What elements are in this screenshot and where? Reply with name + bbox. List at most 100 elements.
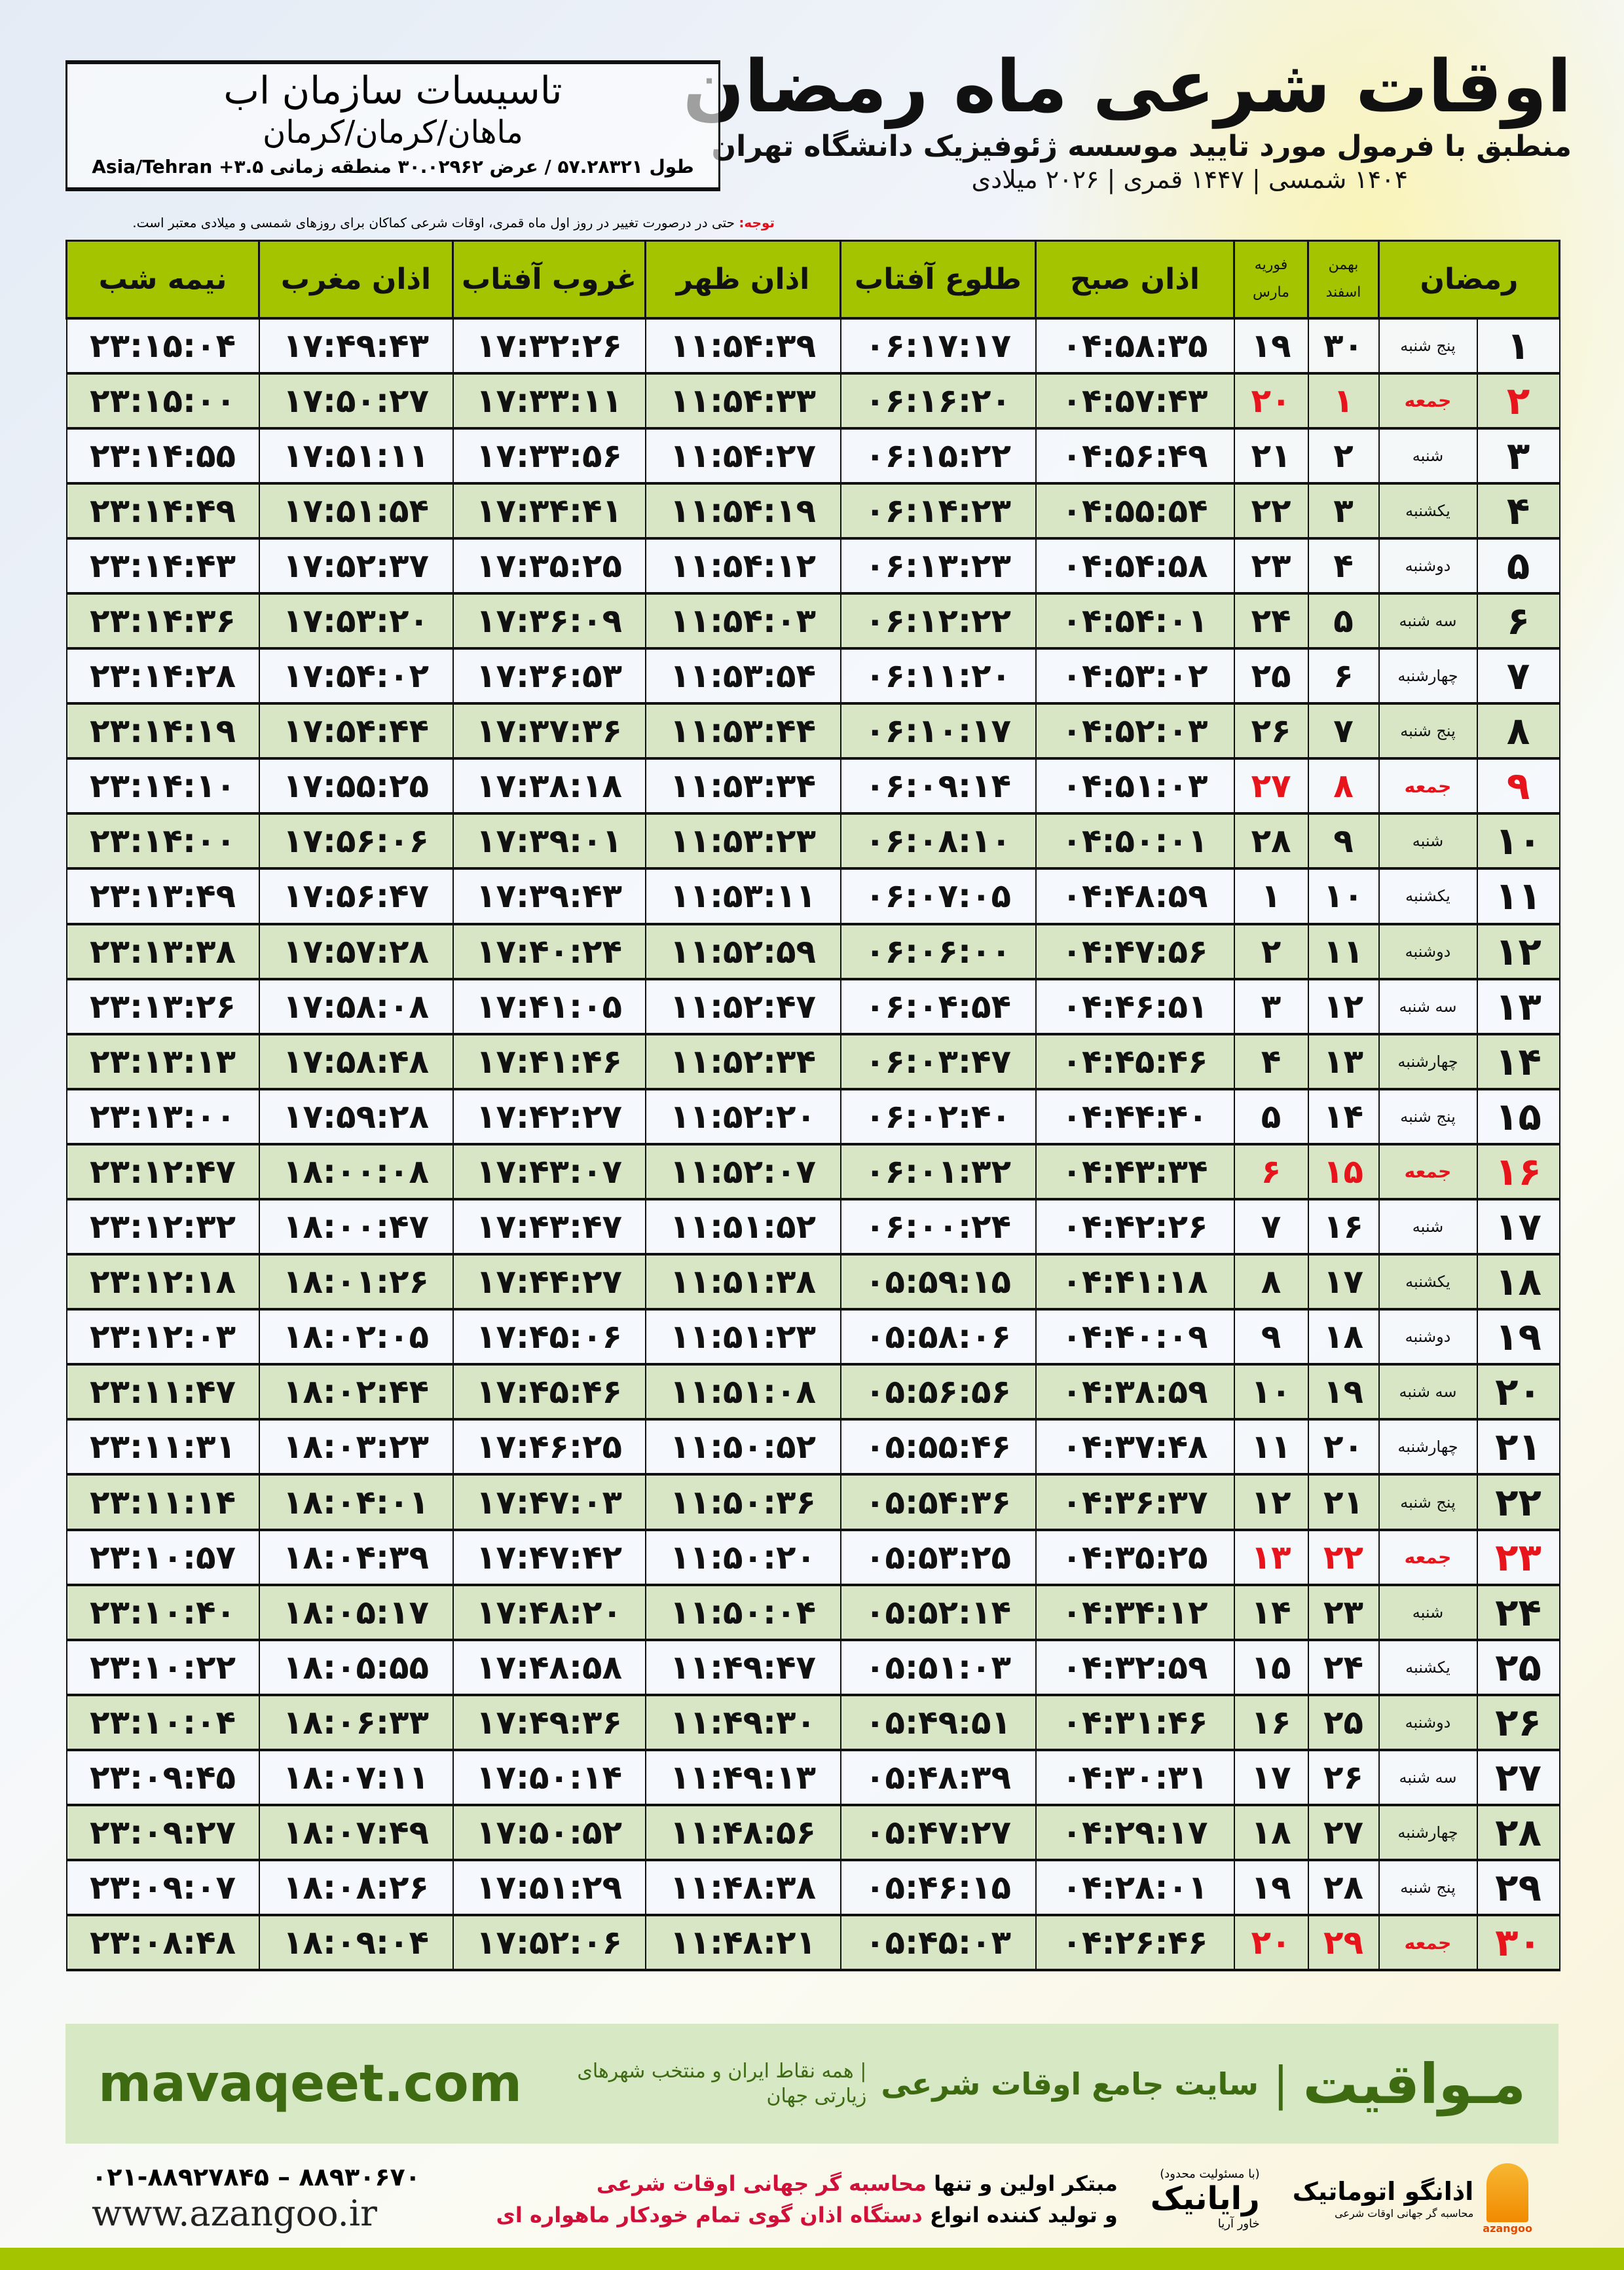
esfand-day: ۱۶ <box>1307 1197 1380 1256</box>
location-name: تاسیسات سازمان اب <box>223 68 563 113</box>
table-header: رمضان بهمن اسفند فوریه مارس اذان صبح طلوع … <box>65 240 1561 319</box>
table-row: ۱۱ یکشنبه ۱۰ ۱ ۰۴:۴۸:۵۹ ۰۶:۰۷:۰۵ ۱۱:۵۳:۱۱ ۱۷:۳۹… <box>65 867 1560 925</box>
sobh-time: ۰۴:۳۷:۴۸ <box>1035 1418 1235 1476</box>
ghorub-time: ۱۷:۵۰:۵۲ <box>452 1804 646 1862</box>
tolu-time: ۰۶:۱۱:۲۰ <box>840 647 1037 705</box>
esfand-day: ۲۳ <box>1307 1583 1380 1641</box>
azangoo-logo: azangoo اذانگو اتوماتیک محاسبه گر جهانی … <box>1293 2163 1532 2235</box>
nime-shab-time: ۲۳:۱۳:۱۳ <box>65 1032 260 1090</box>
zohr-time: ۱۱:۵۳:۲۳ <box>644 812 841 870</box>
header-zohr: اذان ظهر <box>644 240 841 319</box>
weekday: چهارشنبه <box>1378 1418 1478 1476</box>
tolu-time: ۰۶:۰۹:۱۴ <box>840 757 1037 815</box>
march-day: ۴ <box>1233 1032 1309 1090</box>
maghrib-time: ۱۷:۵۱:۵۴ <box>258 481 454 540</box>
ghorub-time: ۱۷:۳۹:۴۳ <box>452 867 646 925</box>
sobh-time: ۰۴:۴۳:۳۴ <box>1035 1142 1235 1201</box>
march-day: ۲۸ <box>1233 812 1309 870</box>
esfand-day: ۳۰ <box>1307 316 1380 375</box>
table-row: ۱۹ دوشنبه ۱۸ ۹ ۰۴:۴۰:۰۹ ۰۵:۵۸:۰۶ ۱۱:۵۱:۲۳ ۱۷:۴۵… <box>65 1308 1560 1366</box>
footer-website-link[interactable]: www.azangoo.ir <box>92 2192 377 2234</box>
location-box: تاسیسات سازمان اب ماهان/کرمان/کرمان طول … <box>65 60 720 191</box>
sobh-time: ۰۴:۳۶:۳۷ <box>1035 1473 1235 1531</box>
ghorub-time: ۱۷:۳۹:۰۱ <box>452 812 646 870</box>
tolu-time: ۰۶:۰۷:۰۵ <box>840 867 1037 925</box>
ghorub-time: ۱۷:۴۵:۰۶ <box>452 1308 646 1366</box>
header: اوقات شرعی ماه رمضان منطبق با فرمول مورد… <box>682 43 1572 195</box>
zohr-time: ۱۱:۵۴:۰۳ <box>644 591 841 650</box>
sobh-time: ۰۴:۵۴:۰۱ <box>1035 591 1235 650</box>
esfand-day: ۴ <box>1307 536 1380 595</box>
sobh-time: ۰۴:۳۲:۵۹ <box>1035 1638 1235 1696</box>
weekday: شنبه <box>1378 426 1478 485</box>
esfand-day: ۱ <box>1307 371 1380 430</box>
year-line: ۱۴۰۴ شمسی | ۱۴۴۷ قمری | ۲۰۲۶ میلادی <box>971 164 1408 194</box>
maghrib-time: ۱۸:۰۰:۴۷ <box>258 1197 454 1256</box>
esfand-day: ۹ <box>1307 812 1380 870</box>
march-day: ۱۲ <box>1233 1473 1309 1531</box>
zohr-time: ۱۱:۵۲:۵۹ <box>644 922 841 980</box>
weekday: یکشنبه <box>1378 1253 1478 1311</box>
esfand-day: ۶ <box>1307 647 1380 705</box>
sobh-time: ۰۴:۲۶:۴۶ <box>1035 1914 1235 1972</box>
footer-line-2: و تولید کننده انواع دستگاه اذان گوی تمام… <box>496 2202 1118 2228</box>
weekday: دوشنبه <box>1378 1308 1478 1366</box>
nime-shab-time: ۲۳:۱۳:۳۸ <box>65 922 260 980</box>
esfand-day: ۱۴ <box>1307 1087 1380 1145</box>
maghrib-time: ۱۸:۰۳:۲۳ <box>258 1418 454 1476</box>
ramadan-day: ۷ <box>1476 647 1560 705</box>
table-row: ۱۰ شنبه ۹ ۲۸ ۰۴:۵۰:۰۱ ۰۶:۰۸:۱۰ ۱۱:۵۳:۲۳ ۱۷:۳۹:۰… <box>65 812 1560 870</box>
maghrib-time: ۱۸:۰۰:۰۸ <box>258 1142 454 1201</box>
ramadan-day: ۲۵ <box>1476 1638 1560 1696</box>
zohr-time: ۱۱:۵۳:۳۴ <box>644 757 841 815</box>
footer-contact: ۰۲۱-۸۸۹۲۷۸۴۵ – ۸۸۹۳۰۶۷۰ www.azangoo.ir <box>92 2163 420 2235</box>
esfand-day: ۵ <box>1307 591 1380 650</box>
weekday: جمعه <box>1378 757 1478 815</box>
weekday: چهارشنبه <box>1378 1032 1478 1090</box>
esfand-day: ۳ <box>1307 481 1380 540</box>
mosque-dome-icon <box>1486 2163 1529 2222</box>
ghorub-time: ۱۷:۳۳:۱۱ <box>452 371 646 430</box>
ad-subtext: | همه نقاط ایران و منتخب شهرهای زیارتی ج… <box>577 2060 867 2108</box>
ramadan-day: ۳۰ <box>1476 1914 1560 1972</box>
nime-shab-time: ۲۳:۱۱:۳۱ <box>65 1418 260 1476</box>
ramadan-day: ۱۵ <box>1476 1087 1560 1145</box>
esfand-day: ۲۸ <box>1307 1859 1380 1917</box>
ramadan-day: ۲۳ <box>1476 1528 1560 1586</box>
tolu-time: ۰۵:۴۶:۱۵ <box>840 1859 1037 1917</box>
tolu-time: ۰۵:۴۵:۰۳ <box>840 1914 1037 1972</box>
march-day: ۸ <box>1233 1253 1309 1311</box>
march-day: ۲۰ <box>1233 371 1309 430</box>
maghrib-time: ۱۸:۰۸:۲۶ <box>258 1859 454 1917</box>
ramadan-day: ۱۰ <box>1476 812 1560 870</box>
ramadan-day: ۶ <box>1476 591 1560 650</box>
mavaqeet-banner[interactable]: مـواقیت | سایت جامع اوقات شرعی | همه نقا… <box>65 2024 1559 2144</box>
maghrib-time: ۱۷:۵۶:۴۷ <box>258 867 454 925</box>
ad-url-link[interactable]: mavaqeet.com <box>98 2054 523 2113</box>
nime-shab-time: ۲۳:۱۰:۲۲ <box>65 1638 260 1696</box>
zohr-time: ۱۱:۵۲:۲۰ <box>644 1087 841 1145</box>
header-nime: نیمه شب <box>65 240 260 319</box>
march-day: ۷ <box>1233 1197 1309 1256</box>
footer-line-1-text: مبتکر اولین و تنها <box>926 2170 1118 2196</box>
maghrib-time: ۱۷:۵۸:۰۸ <box>258 977 454 1035</box>
table-body: ۱ پنج شنبه ۳۰ ۱۹ ۰۴:۵۸:۳۵ ۰۶:۱۷:۱۷ ۱۱:۵۴:۳۹ ۱۷:… <box>65 316 1560 1972</box>
zohr-time: ۱۱:۵۳:۵۴ <box>644 647 841 705</box>
header-tolu: طلوع آفتاب <box>840 240 1037 319</box>
table-row: ۱۷ شنبه ۱۶ ۷ ۰۴:۴۲:۲۶ ۰۶:۰۰:۲۴ ۱۱:۵۱:۵۲ ۱۷:۴۳:۴… <box>65 1197 1560 1256</box>
zohr-time: ۱۱:۵۴:۲۷ <box>644 426 841 485</box>
table-row: ۱۵ پنج شنبه ۱۴ ۵ ۰۴:۴۴:۴۰ ۰۶:۰۲:۴۰ ۱۱:۵۲:۲۰ ۱۷:… <box>65 1087 1560 1145</box>
table-row: ۱۲ دوشنبه ۱۱ ۲ ۰۴:۴۷:۵۶ ۰۶:۰۶:۰۰ ۱۱:۵۲:۵۹ ۱۷:۴۰… <box>65 922 1560 980</box>
sobh-time: ۰۴:۴۵:۴۶ <box>1035 1032 1235 1090</box>
weekday: جمعه <box>1378 1914 1478 1972</box>
sobh-time: ۰۴:۵۳:۰۲ <box>1035 647 1235 705</box>
weekday: پنج شنبه <box>1378 1087 1478 1145</box>
note-text: حتی در درصورت تغییر در روز اول ماه قمری،… <box>132 215 739 231</box>
table-row: ۲ جمعه ۱ ۲۰ ۰۴:۵۷:۴۳ ۰۶:۱۶:۲۰ ۱۱:۵۴:۳۳ ۱۷:۳۳:۱۱… <box>65 371 1560 430</box>
sobh-time: ۰۴:۴۸:۵۹ <box>1035 867 1235 925</box>
nime-shab-time: ۲۳:۱۴:۵۵ <box>65 426 260 485</box>
page-title: اوقات شرعی ماه رمضان <box>682 45 1572 128</box>
table-row: ۱۳ سه شنبه ۱۲ ۳ ۰۴:۴۶:۵۱ ۰۶:۰۴:۵۴ ۱۱:۵۲:۴۷ ۱۷:۴… <box>65 977 1560 1035</box>
header-maghrib: اذان مغرب <box>258 240 454 319</box>
nime-shab-time: ۲۳:۱۰:۴۰ <box>65 1583 260 1641</box>
